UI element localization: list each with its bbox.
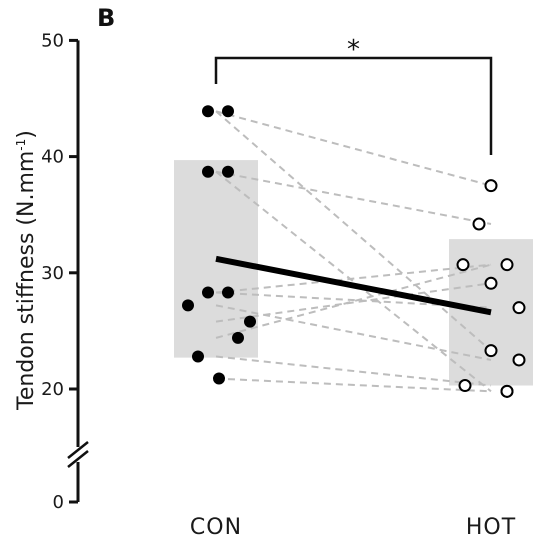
y-tick-label: 30 [41,263,64,284]
category-label: CON [190,515,242,540]
hot-point [512,353,526,367]
pair-line [215,304,492,361]
y-tick-label: 40 [41,147,64,168]
x-axis-categories: CON HOT [190,515,516,540]
pair-line [215,263,492,294]
hot-point [456,258,470,272]
con-point [182,299,194,312]
mean-line-group [215,255,492,316]
con-point [222,105,234,118]
axis-break-mark [67,450,89,468]
con-point [202,105,214,118]
con-point [213,372,225,385]
con-point [202,286,214,299]
con-point [222,286,234,299]
con-point [244,315,256,328]
pair-line [215,377,492,393]
hot-point [512,301,526,315]
hot-point [472,217,486,231]
con-point [202,165,214,178]
panel-letter: B [97,4,115,32]
con-point [232,331,244,344]
significance-annotation: * [214,35,493,155]
significance-bracket [214,56,493,155]
y-tick-label: 20 [41,379,64,400]
hot-point [484,179,498,193]
pair-line [215,170,492,225]
hot-point [484,276,498,290]
mean-line [215,255,492,316]
y-tick-label: 0 [53,492,64,513]
hot-point [500,258,514,272]
pair-line [215,110,492,352]
con-point [192,350,204,363]
axis-break-mark [67,441,89,459]
hot-point [500,384,514,398]
pair-line [215,170,492,393]
hot-point [484,344,498,358]
y-axis: 0 20 30 40 50 [41,30,89,513]
con-point [222,165,234,178]
pair-line [215,282,492,323]
y-tick-label: 50 [41,30,64,51]
hot-point [458,379,472,393]
data-points [182,105,526,398]
significance-star: * [347,35,360,65]
category-label: HOT [466,515,516,540]
pair-line [215,355,492,387]
y-axis-title: Tendon stiffness (N.mm-1) [14,130,39,411]
iqr-boxes [174,160,533,386]
